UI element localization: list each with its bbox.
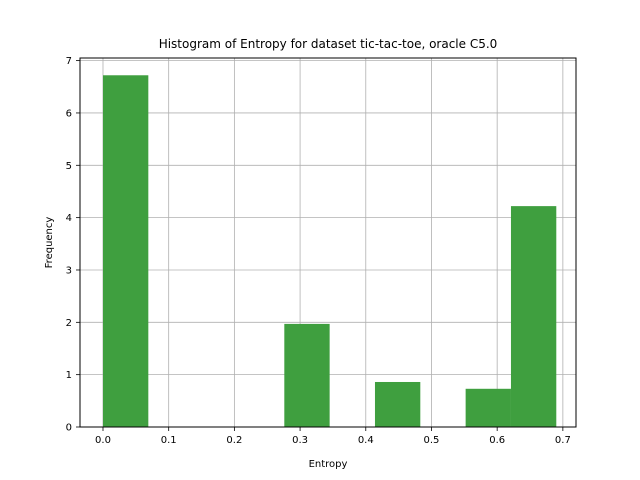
x-tick-label: 0.4 [358,435,374,446]
x-axis-ticks: 0.0 0.1 0.2 0.3 0.4 0.5 0.6 0.7 [95,427,571,446]
y-tick-label: 0 [66,423,72,434]
x-tick-label: 0.3 [292,435,308,446]
y-tick-label: 2 [66,318,72,329]
y-tick-label: 6 [66,108,72,119]
x-tick-label: 0.0 [95,435,111,446]
y-tick-label: 3 [66,265,72,276]
histogram-bar [102,75,149,427]
y-tick-label: 1 [66,370,72,381]
y-tick-label: 7 [66,56,72,67]
histogram-bars [102,75,557,427]
y-tick-label: 5 [66,161,72,172]
y-axis-ticks: 0 1 2 3 4 5 6 7 [66,56,80,434]
x-tick-label: 0.5 [424,435,440,446]
x-axis-label: Entropy [309,459,348,470]
y-tick-label: 4 [66,213,72,224]
histogram-bar [284,323,330,427]
chart-title: Histogram of Entropy for dataset tic-tac… [159,37,498,51]
plot-frame [79,57,577,428]
histogram-bar [510,206,557,427]
x-tick-label: 0.1 [161,435,177,446]
x-tick-label: 0.6 [489,435,505,446]
histogram-bar [465,388,511,427]
histogram-bar [374,381,421,427]
x-tick-label: 0.2 [226,435,242,446]
x-tick-label: 0.7 [555,435,571,446]
y-axis-label: Frequency [44,217,55,269]
